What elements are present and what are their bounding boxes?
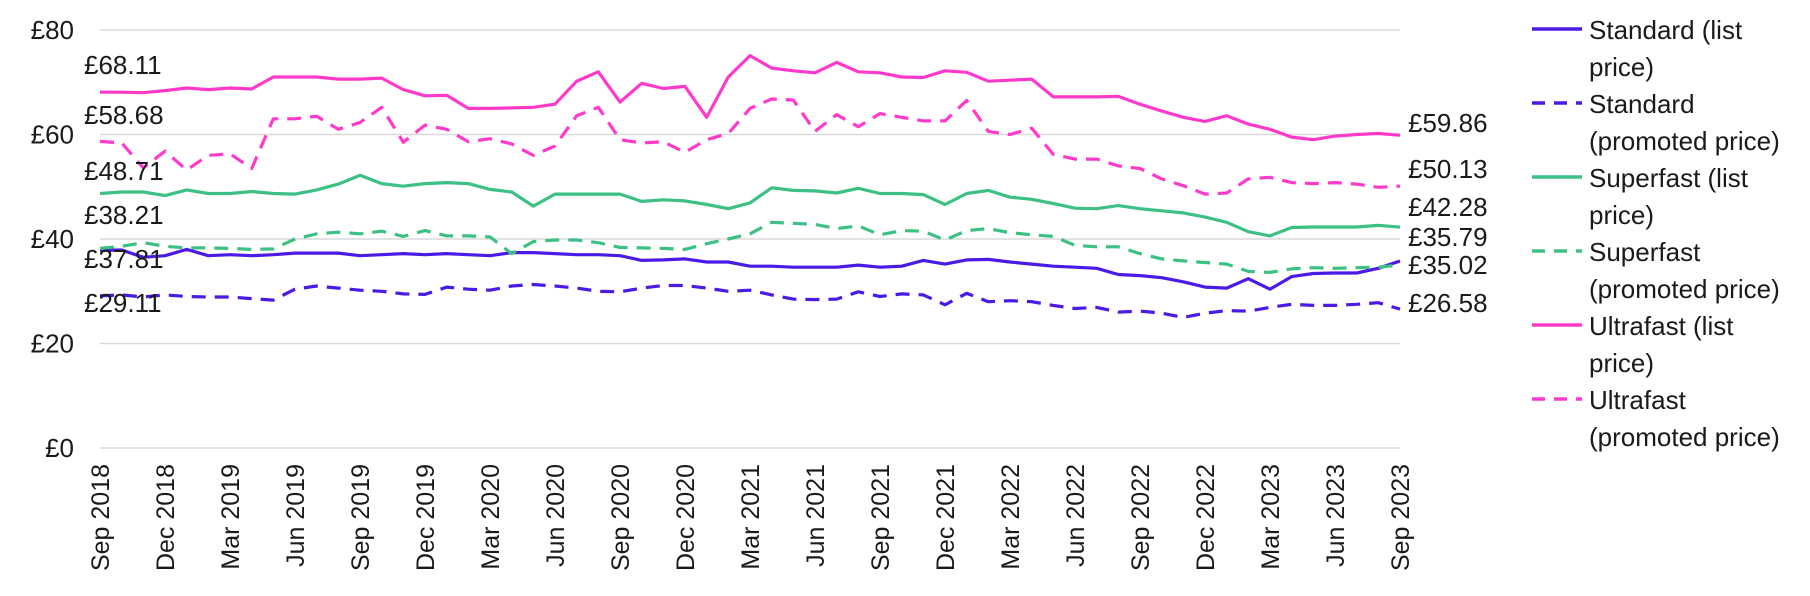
y-tick-label: £80 (31, 15, 74, 45)
end-data-label: £59.86 (1408, 108, 1488, 138)
gridlines (100, 29, 1400, 449)
x-tick-label: Mar 2021 (737, 464, 765, 570)
x-tick-label: Jun 2020 (542, 464, 570, 567)
data-labels: £37.81 £35.79 £29.11 £26.58 £48.71 £42.28 £38.… (84, 50, 1488, 318)
legend-label-1: Standard (list price) (1589, 15, 1743, 82)
legend-label-3: Superfast (list price) (1589, 163, 1749, 230)
series-line-5 (99, 53, 1401, 142)
series-line-3 (99, 173, 1401, 238)
x-tick-label: Mar 2020 (477, 464, 505, 570)
x-tick-label: Sep 2023 (1387, 464, 1415, 571)
series-line-4 (99, 220, 1401, 274)
x-tick-label: Sep 2020 (607, 464, 635, 571)
end-data-label: £42.28 (1408, 192, 1488, 222)
x-axis-tick-labels: Sep 2018 Dec 2018 Mar 2019 Jun 2019 Sep 2019… (87, 464, 1415, 571)
legend-label-6: Ultrafast (promoted price) (1589, 385, 1780, 452)
y-tick-label: £60 (31, 120, 74, 150)
x-tick-label: Mar 2019 (217, 464, 245, 570)
x-tick-label: Dec 2018 (152, 464, 180, 571)
legend-label-4: Superfast (promoted price) (1589, 237, 1780, 304)
start-data-label: £29.11 (84, 288, 162, 318)
start-data-label: £37.81 (84, 244, 164, 274)
series-line-6 (99, 97, 1401, 196)
y-axis-tick-labels: £0 £20 £40 £60 £80 (31, 15, 74, 463)
x-tick-label: Mar 2022 (997, 464, 1025, 570)
series-line-1 (99, 247, 1401, 291)
legend: Standard (list price) Standard (promoted pr… (1532, 15, 1780, 452)
x-tick-label: Dec 2021 (932, 464, 960, 571)
start-data-label: £58.68 (84, 100, 164, 130)
end-data-label: £50.13 (1408, 154, 1488, 184)
end-data-label: £35.02 (1408, 250, 1488, 280)
x-tick-label: Sep 2021 (867, 464, 895, 571)
x-tick-label: Jun 2021 (802, 464, 830, 567)
legend-label-2: Standard (promoted price) (1589, 89, 1780, 156)
x-tick-label: Dec 2019 (412, 464, 440, 571)
start-data-label: £48.71 (84, 156, 164, 186)
end-data-label: £26.58 (1408, 288, 1488, 318)
x-tick-label: Jun 2023 (1322, 464, 1350, 567)
x-tick-label: Sep 2018 (87, 464, 115, 571)
x-tick-label: Jun 2022 (1062, 464, 1090, 567)
series-lines (99, 53, 1401, 319)
x-tick-label: Mar 2023 (1257, 464, 1285, 570)
x-tick-label: Jun 2019 (282, 464, 310, 567)
y-tick-label: £20 (31, 329, 74, 359)
start-data-label: £38.21 (84, 200, 164, 230)
x-tick-label: Sep 2022 (1127, 464, 1155, 571)
start-data-label: £68.11 (84, 50, 162, 80)
y-tick-label: £0 (45, 433, 74, 463)
legend-label-5: Ultrafast (list price) (1589, 311, 1734, 378)
x-tick-label: Dec 2020 (672, 464, 700, 571)
x-tick-label: Sep 2019 (347, 464, 375, 571)
y-tick-label: £40 (31, 224, 74, 254)
series-line-2 (99, 282, 1401, 319)
x-tick-label: Dec 2022 (1192, 464, 1220, 571)
end-data-label: £35.79 (1408, 222, 1488, 252)
